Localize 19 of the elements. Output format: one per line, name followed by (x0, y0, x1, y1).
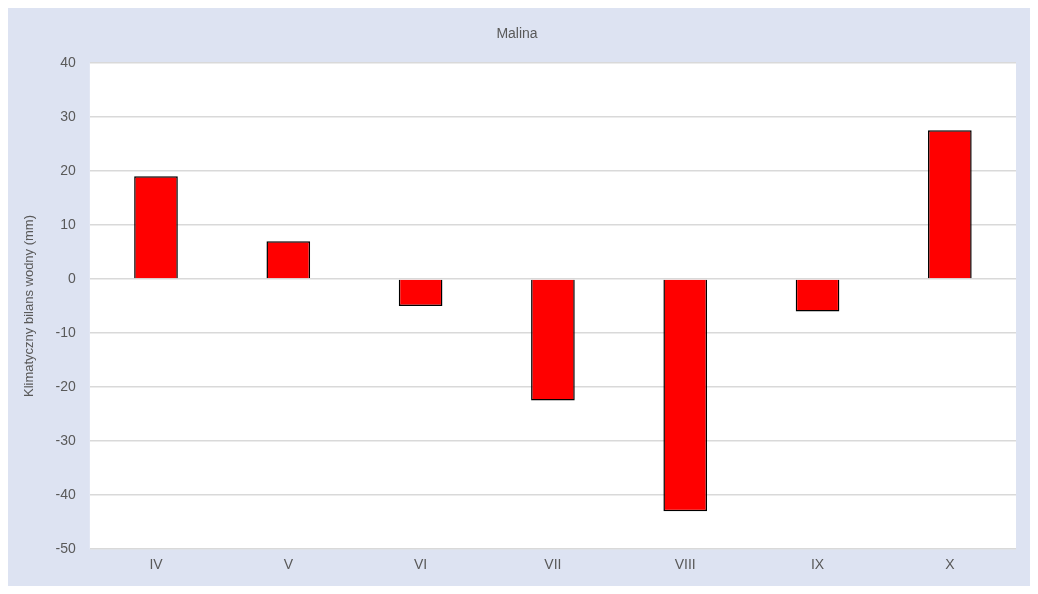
chart-title: Malina (496, 25, 538, 42)
x-tick-label: VII (544, 556, 562, 573)
x-tick-label: IV (149, 556, 164, 573)
y-tick-label: 20 (60, 161, 77, 178)
y-axis-title: Klimatyczny bilans wodny (mm) (21, 214, 37, 398)
y-tick-label: 10 (60, 215, 77, 232)
x-tick-label: VIII (674, 556, 696, 573)
y-tick-label: -10 (55, 323, 77, 340)
x-tick-label: X (945, 556, 956, 573)
y-tick-label: -50 (55, 540, 77, 557)
x-tick-label: V (283, 556, 294, 573)
y-tick-label: -40 (55, 486, 77, 503)
x-tick-label: IX (810, 556, 825, 573)
x-tick-label: VI (413, 556, 428, 573)
y-tick-label: -20 (55, 377, 77, 394)
y-tick-label: 30 (60, 107, 77, 124)
y-tick-label: 0 (68, 269, 77, 286)
y-tick-label: 40 (60, 53, 77, 70)
y-tick-label: -30 (55, 431, 77, 448)
